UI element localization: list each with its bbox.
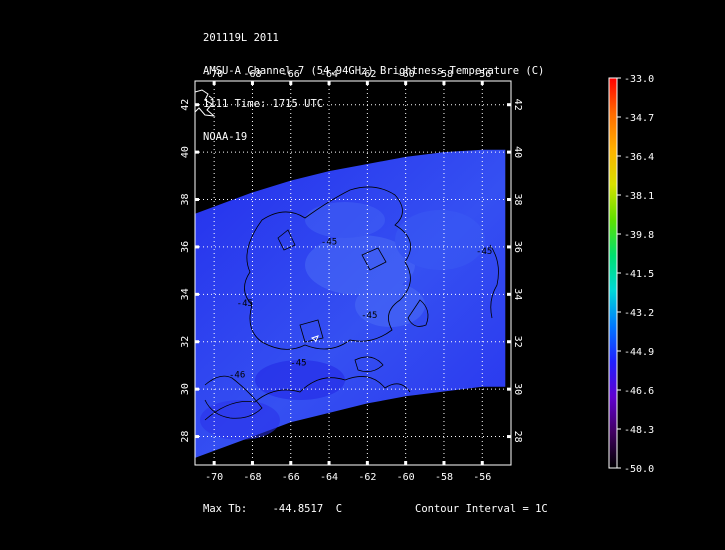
x-tick-label: -58	[435, 472, 453, 483]
time-line: 1111 Time: 1715 UTC	[203, 98, 324, 110]
x-tick-label: -56	[473, 69, 491, 80]
colorbar-tick-label: -41.5	[624, 269, 654, 280]
colorbar-tick-label: -38.1	[624, 191, 654, 202]
contour-line	[354, 356, 384, 373]
x-tick-label: -66	[282, 69, 300, 80]
contour-interval: Contour Interval = 1C	[415, 503, 548, 515]
plot-frame	[194, 80, 512, 466]
x-tick-label: -68	[243, 472, 261, 483]
y-tick-label: 30	[512, 383, 523, 395]
contour-label: -45	[290, 358, 306, 368]
colorbar-tick-label: -33.0	[624, 74, 654, 85]
frame-tick-marks	[195, 81, 511, 465]
x-tick-label: -60	[397, 69, 415, 80]
y-tick-label: 42	[512, 99, 523, 111]
colorbar-tick-label: -44.9	[624, 347, 654, 358]
contour-line	[489, 244, 499, 319]
coastline	[195, 89, 319, 342]
max-tb-label: Max Tb:	[203, 503, 248, 515]
y-tick-label: 40	[180, 146, 191, 158]
max-tb-unit: C	[335, 503, 343, 515]
x-tick-label: -60	[397, 472, 415, 483]
x-axis-top-labels: -70 -68 -66 -64 -62 -60 -58 -56	[205, 69, 491, 80]
brightness-patches	[200, 202, 485, 440]
contour-label: -46	[229, 370, 245, 380]
contour-label: -45	[237, 299, 253, 309]
satellite-name: NOAA-19	[203, 131, 248, 143]
chart-title-block: 201119L 2011 AMSU-A Channel 7 (54.94GHz)…	[203, 11, 544, 154]
contour-labels: -45 -45 -45 -45 -46 -45	[229, 238, 492, 381]
y-tick-label: 32	[180, 336, 191, 348]
x-tick-label: -58	[435, 69, 453, 80]
x-tick-label: -70	[205, 472, 223, 483]
x-tick-label: -62	[358, 69, 376, 80]
contour-line	[277, 229, 296, 251]
contour-label: -45	[361, 311, 377, 321]
y-tick-label: 32	[512, 336, 523, 348]
colorbar-tick-label: -48.3	[624, 425, 654, 436]
x-tick-label: -66	[282, 472, 300, 483]
channel-title: AMSU-A Channel 7 (54.94GHz) Brightness T…	[203, 65, 545, 77]
colorbar-ticks: -33.0 -34.7 -36.4 -38.1 -39.8 -41.5 -43.2 -44.9…	[617, 74, 654, 475]
y-axis-left-labels: 28 30 32 34 36 38 40 42	[180, 99, 191, 443]
contour-line	[244, 186, 412, 350]
product-line: 201119L 2011	[203, 32, 279, 44]
y-tick-label: 38	[512, 193, 523, 205]
x-tick-label: -68	[243, 69, 261, 80]
colorbar-tick-label: -46.6	[624, 386, 654, 397]
contour-lines	[204, 186, 499, 421]
contour-line	[204, 376, 411, 421]
y-tick-label: 40	[512, 146, 523, 158]
y-tick-label: 30	[180, 383, 191, 395]
contour-line	[407, 299, 429, 327]
colorbar-tick-label: -39.8	[624, 230, 654, 241]
colorbar-tick-label: -34.7	[624, 113, 654, 124]
contour-line	[204, 375, 263, 419]
y-tick-label: 34	[180, 288, 191, 300]
x-tick-label: -64	[320, 472, 338, 483]
contour-line	[299, 319, 324, 343]
y-tick-label: 28	[512, 431, 523, 443]
contour-label: -45	[321, 238, 337, 248]
y-axis-right-labels: 28 30 32 34 36 38 40 42	[512, 99, 523, 443]
colorbar-tick-label: -50.0	[624, 464, 654, 475]
x-axis-bottom-labels: -70 -68 -66 -64 -62 -60 -58 -56	[205, 472, 491, 483]
x-tick-label: -56	[473, 472, 491, 483]
contour-label: -45	[476, 247, 492, 257]
lat-lon-grid	[195, 81, 511, 465]
colorbar-tick-label: -36.4	[624, 152, 654, 163]
colorbar-tick-label: -43.2	[624, 308, 654, 319]
x-tick-label: -64	[320, 69, 338, 80]
y-tick-label: 36	[512, 241, 523, 253]
y-tick-label: 42	[180, 99, 191, 111]
max-tb-value: -44.8517	[272, 503, 324, 515]
y-tick-label: 28	[180, 431, 191, 443]
y-tick-label: 34	[512, 288, 523, 300]
y-tick-label: 38	[180, 193, 191, 205]
y-tick-label: 36	[180, 241, 191, 253]
x-tick-label: -62	[358, 472, 376, 483]
colorbar	[608, 77, 618, 469]
x-tick-label: -70	[205, 69, 223, 80]
max-tb-readout: Max Tb: -44.8517 C	[203, 503, 342, 515]
